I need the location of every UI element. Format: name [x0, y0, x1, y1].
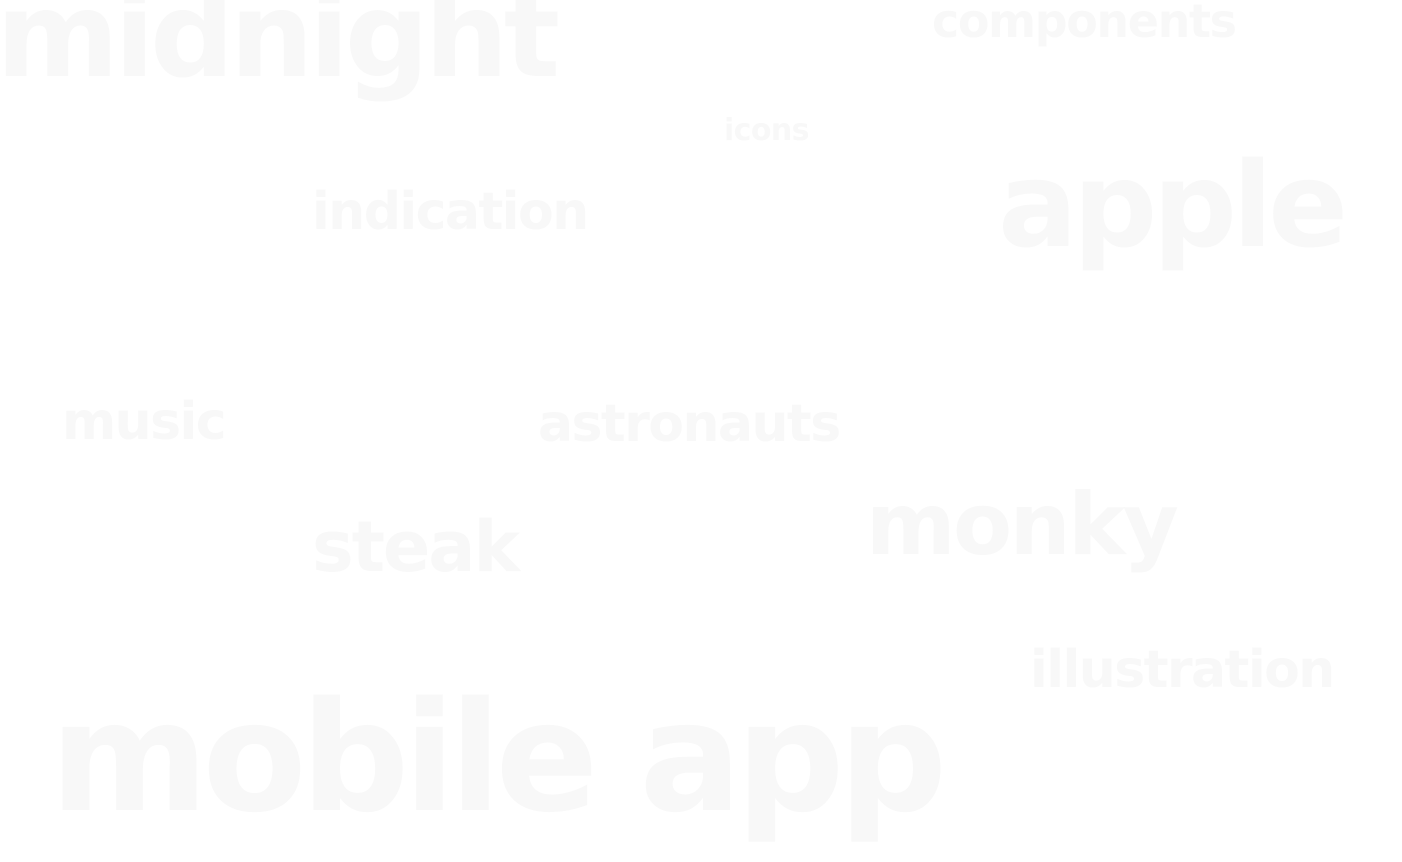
- tag-steak[interactable]: steak: [312, 506, 520, 588]
- tag-monky[interactable]: monky: [866, 475, 1179, 575]
- tag-apple[interactable]: apple: [998, 136, 1348, 274]
- tag-icons[interactable]: icons: [724, 113, 810, 148]
- tag-indication[interactable]: indication: [312, 182, 589, 242]
- tag-midnight[interactable]: midnight: [0, 0, 560, 104]
- tag-components[interactable]: components: [932, 0, 1237, 48]
- tag-mobile-app[interactable]: mobile app: [50, 669, 947, 846]
- tag-music[interactable]: music: [62, 392, 227, 452]
- tag-astronauts[interactable]: astronauts: [538, 394, 841, 454]
- tag-illustration[interactable]: illustration: [1030, 640, 1335, 700]
